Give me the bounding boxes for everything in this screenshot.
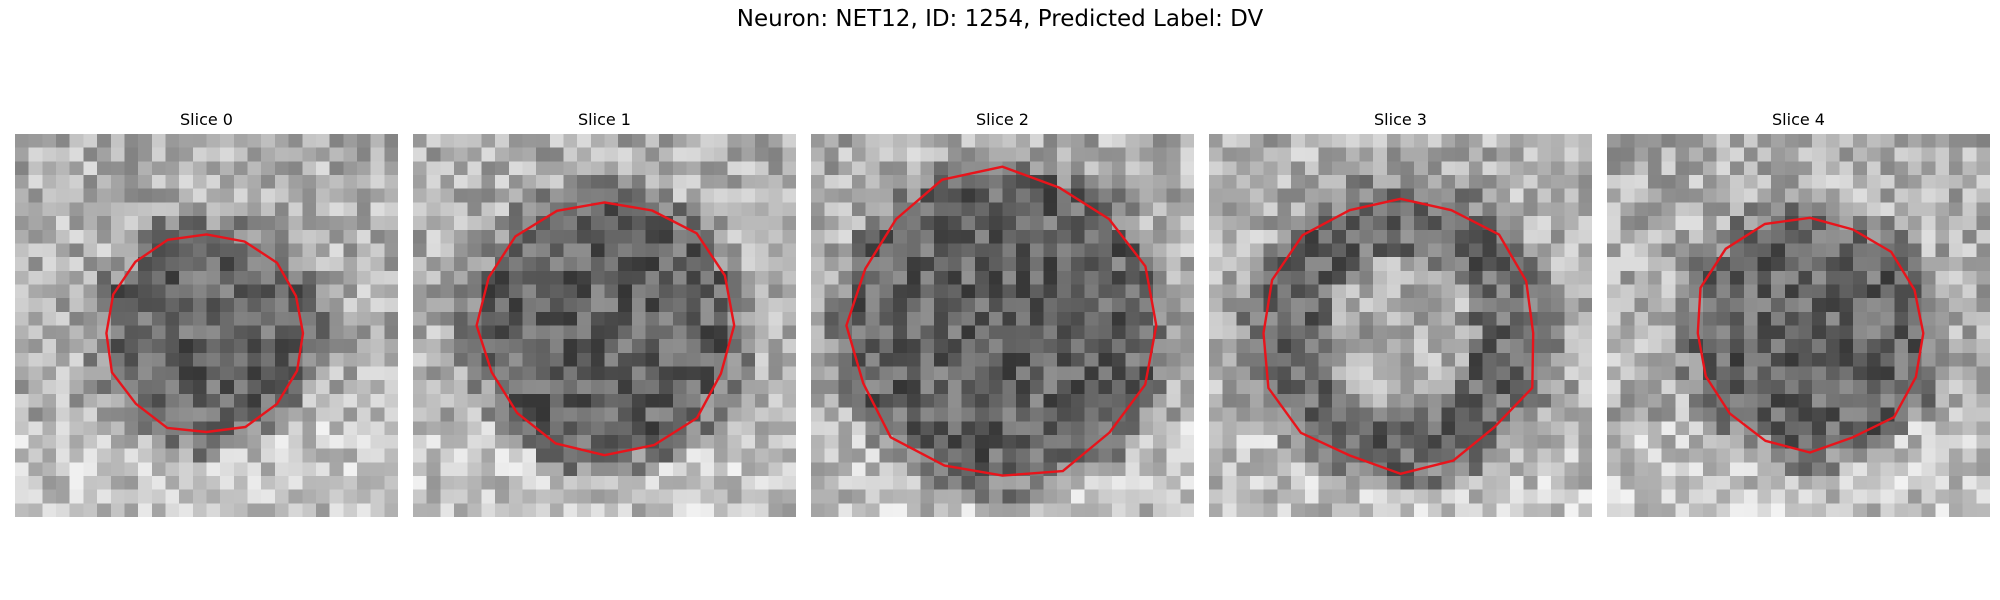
soma-contour-4 xyxy=(1696,216,1925,454)
slice-title-2: Slice 2 xyxy=(976,110,1029,129)
soma-contour-1 xyxy=(475,201,736,457)
slice-image-1 xyxy=(413,134,796,517)
slice-title-4: Slice 4 xyxy=(1772,110,1825,129)
soma-contour-0 xyxy=(105,233,305,434)
slice-title-3: Slice 3 xyxy=(1374,110,1427,129)
slice-image-2 xyxy=(811,134,1194,517)
slice-image-3 xyxy=(1209,134,1592,517)
slice-image-4 xyxy=(1607,134,1990,517)
soma-contour-3 xyxy=(1262,197,1535,475)
slice-title-1: Slice 1 xyxy=(578,110,631,129)
slice-title-0: Slice 0 xyxy=(180,110,233,129)
figure-title: Neuron: NET12, ID: 1254, Predicted Label… xyxy=(736,6,1264,32)
slice-image-0 xyxy=(15,134,398,517)
soma-contour-2 xyxy=(845,165,1158,477)
